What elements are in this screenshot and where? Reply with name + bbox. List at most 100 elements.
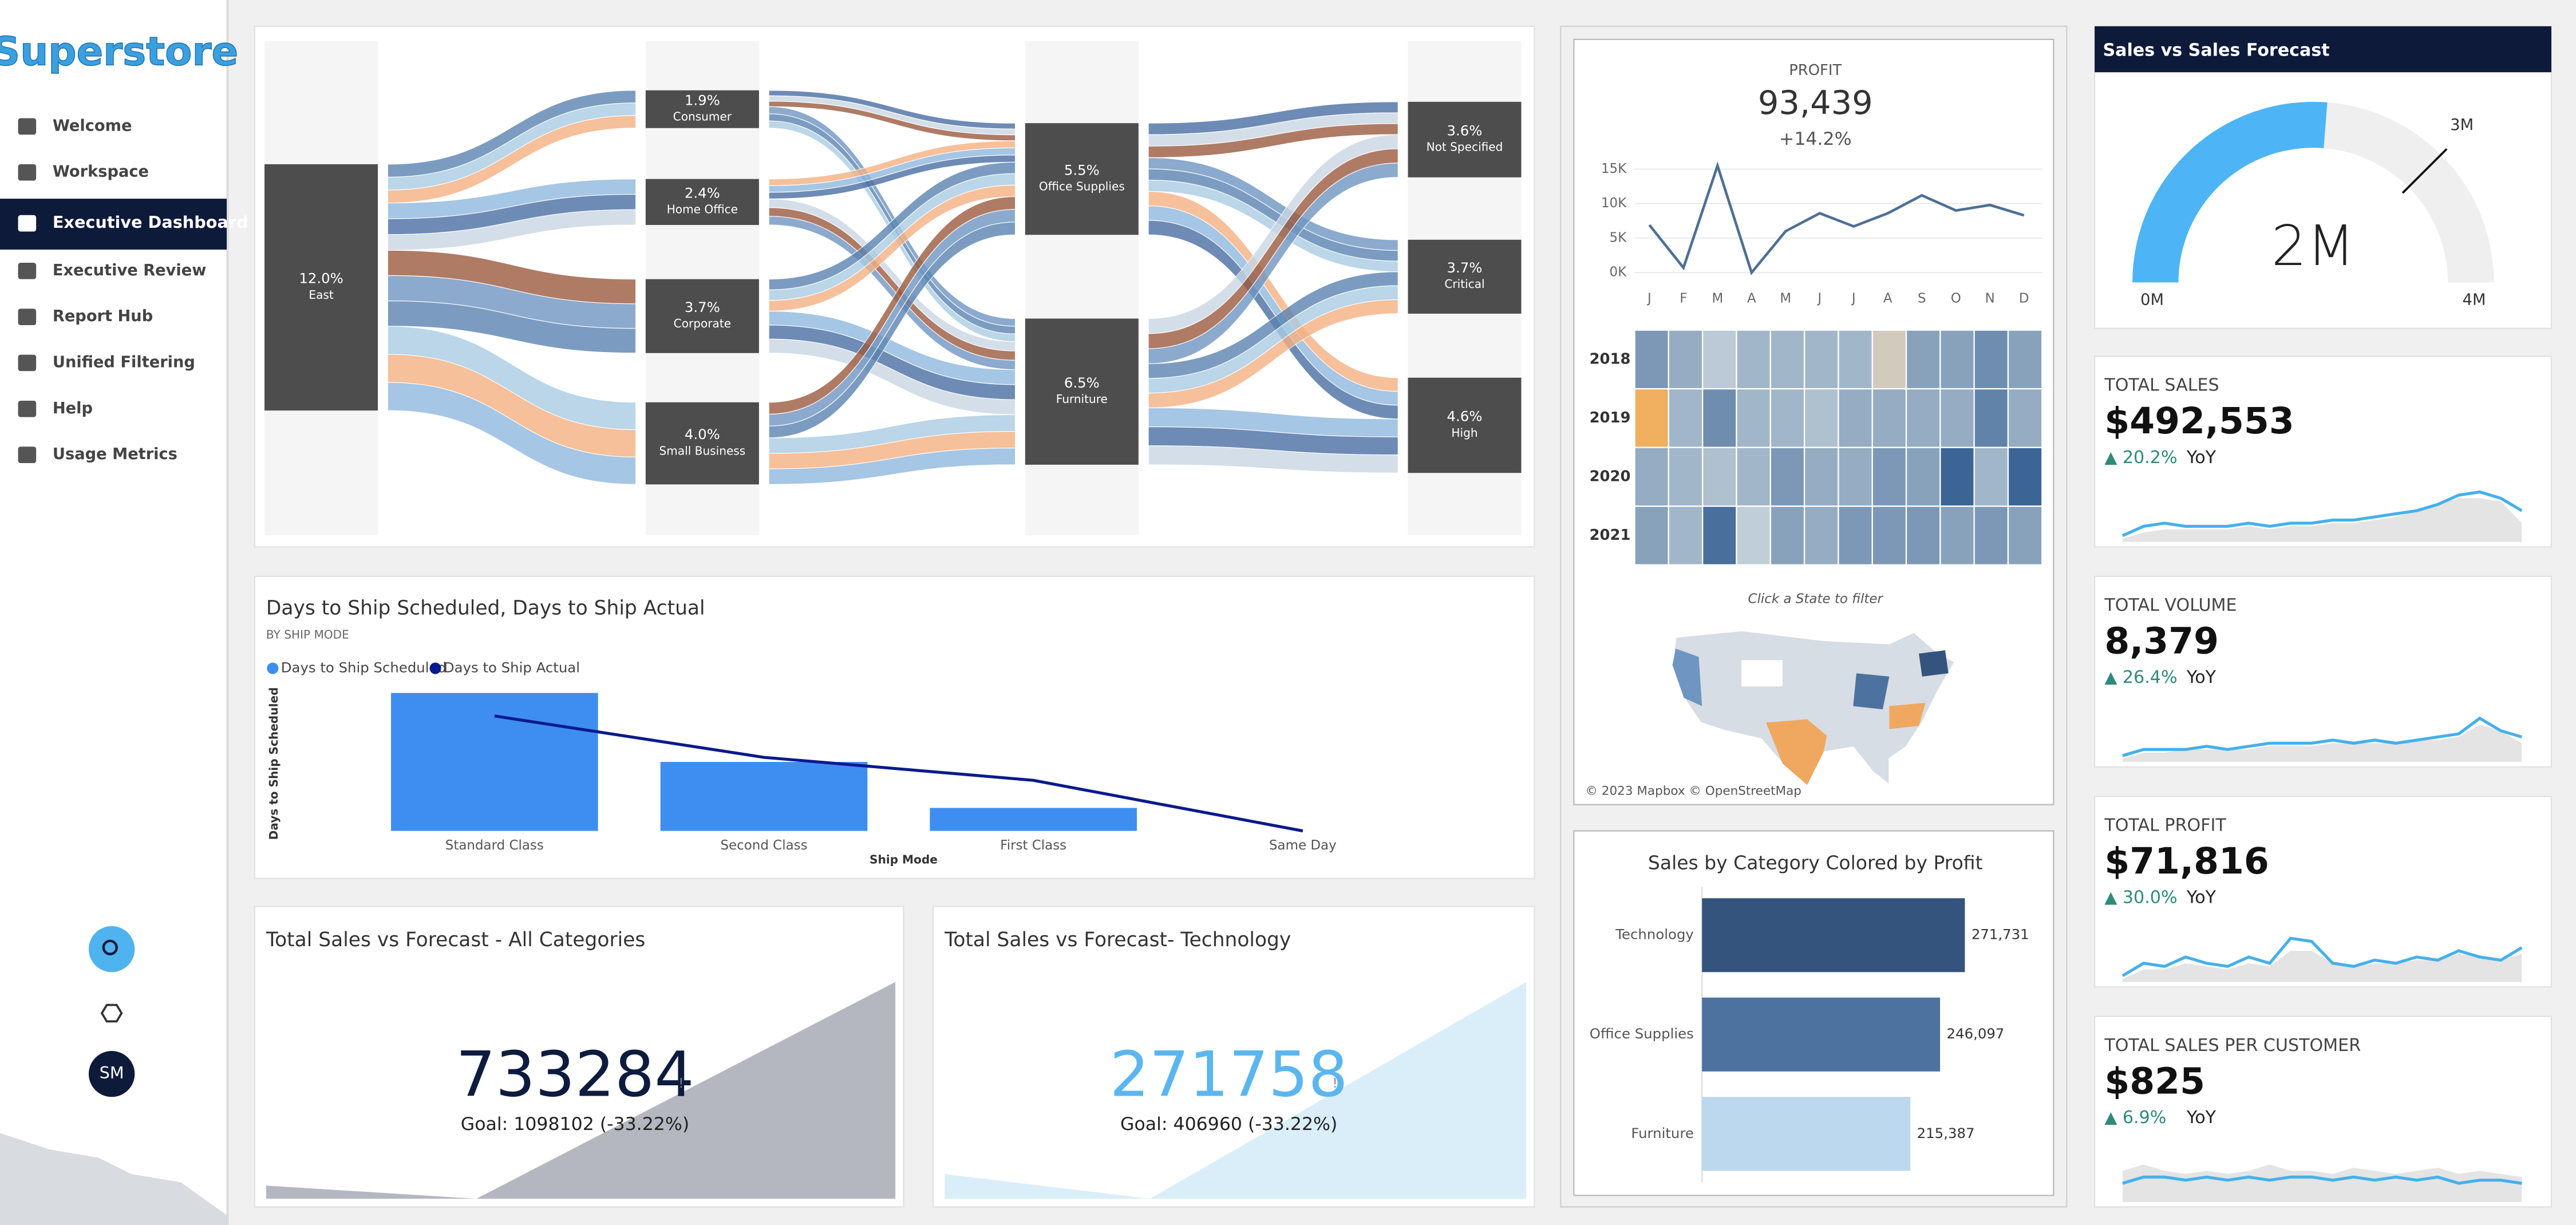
heat-cell[interactable] (1702, 446, 1737, 507)
gauge-tick-label: 4M (2463, 291, 2486, 309)
heat-cell[interactable] (1973, 505, 2009, 566)
sankey-node[interactable] (1025, 123, 1139, 235)
sankey-link (387, 382, 637, 485)
heat-cell[interactable] (1634, 446, 1670, 507)
heat-cell[interactable] (1769, 505, 1805, 566)
node-value: 3.7% (685, 299, 720, 315)
chart-title: Days to Ship Scheduled, Days to Ship Act… (266, 597, 705, 620)
heat-cell[interactable] (1702, 329, 1737, 390)
nav-item: Unified Filtering (53, 353, 195, 371)
heat-cell[interactable] (1803, 329, 1839, 390)
sankey-node[interactable] (645, 179, 759, 226)
x-tick-label: A (1747, 291, 1756, 306)
heat-cell[interactable] (1838, 388, 1873, 448)
x-tick-label: F (1680, 291, 1687, 306)
x-tick-label: D (2019, 291, 2029, 306)
x-tick-label: A (1883, 291, 1893, 306)
map-region[interactable] (1766, 719, 1827, 785)
heat-cell[interactable] (1668, 505, 1704, 566)
y-tick-label: 5K (1610, 230, 1627, 245)
panel-title: Sales vs Sales Forecast (2103, 40, 2329, 60)
sankey-node[interactable] (645, 90, 759, 128)
search-button[interactable] (88, 926, 135, 973)
heat-cell[interactable] (1736, 505, 1771, 566)
heat-cell[interactable] (1838, 505, 1873, 566)
sparkline-area (2122, 724, 2522, 762)
heat-cell[interactable] (1871, 388, 1907, 448)
heat-cell[interactable] (1769, 446, 1805, 507)
heat-cell[interactable] (1905, 329, 1941, 390)
nav-icon (18, 164, 37, 181)
node-value: 3.6% (1447, 122, 1483, 139)
bar (930, 808, 1137, 831)
heat-cell[interactable] (1939, 329, 1975, 390)
sankey-node[interactable] (1408, 377, 1522, 473)
kpi-period: YoY (2186, 667, 2217, 687)
map-region[interactable] (1889, 702, 1926, 729)
sankey-node[interactable] (264, 164, 378, 411)
hex-icon[interactable] (100, 1003, 123, 1023)
heat-cell[interactable] (1769, 388, 1805, 448)
kpi-period: YoY (2186, 888, 2217, 908)
sidebar (0, 0, 227, 1225)
kpi-change: +14.2% (1779, 129, 1852, 149)
heat-cell[interactable] (1973, 388, 2009, 448)
heat-cell[interactable] (1973, 446, 2009, 507)
heat-cell[interactable] (2007, 329, 2043, 390)
heat-cell[interactable] (1871, 329, 1907, 390)
heat-cell[interactable] (1803, 505, 1839, 566)
heat-cell[interactable] (1634, 329, 1670, 390)
map-region[interactable] (1741, 660, 1783, 687)
heat-cell[interactable] (1973, 329, 2009, 390)
heat-cell[interactable] (1905, 446, 1941, 507)
heat-cell[interactable] (1871, 446, 1907, 507)
forecast-goal: Goal: 406960 (-33.22%) (1120, 1114, 1337, 1135)
heat-cell[interactable] (1668, 329, 1704, 390)
value-label: 215,387 (1917, 1125, 1975, 1141)
heat-cell[interactable] (1905, 388, 1941, 448)
avatar[interactable] (88, 1050, 135, 1097)
heat-cell[interactable] (2007, 446, 2043, 507)
heat-cell[interactable] (1838, 446, 1873, 507)
heat-cell[interactable] (2007, 505, 2043, 566)
sankey-link (768, 222, 1016, 438)
nav-icon (18, 446, 37, 463)
heat-cell[interactable] (1803, 388, 1839, 448)
map-region[interactable] (1919, 650, 1949, 677)
forecast-area (476, 982, 896, 1199)
heat-cell[interactable] (1905, 505, 1941, 566)
heat-cell[interactable] (1769, 329, 1805, 390)
heat-cell[interactable] (2007, 388, 2043, 448)
heat-cell[interactable] (1871, 505, 1907, 566)
sankey-node[interactable] (645, 279, 759, 353)
map-region[interactable] (1672, 649, 1702, 706)
category-label: Technology (1615, 926, 1694, 943)
heat-cell[interactable] (1668, 446, 1704, 507)
bar[interactable] (1702, 898, 1965, 973)
heat-cell[interactable] (1668, 388, 1704, 448)
map-region[interactable] (1853, 673, 1890, 710)
heat-cell[interactable] (1838, 329, 1873, 390)
heat-cell[interactable] (1736, 329, 1771, 390)
sankey-node[interactable] (1408, 239, 1522, 314)
kpi-period: YoY (2186, 448, 2217, 468)
heat-cell[interactable] (1634, 505, 1670, 566)
heat-cell[interactable] (1939, 446, 1975, 507)
sankey-node[interactable] (645, 402, 759, 485)
sankey-node[interactable] (1025, 318, 1139, 465)
heat-cell[interactable] (1803, 446, 1839, 507)
heat-cell[interactable] (1736, 388, 1771, 448)
node-label: Critical (1444, 277, 1484, 291)
bar[interactable] (1702, 997, 1941, 1072)
heat-cell[interactable] (1702, 388, 1737, 448)
heat-cell[interactable] (1939, 388, 1975, 448)
sankey-node[interactable] (1408, 101, 1522, 177)
decoration (0, 1133, 227, 1225)
heat-cell[interactable] (1634, 388, 1670, 448)
bar[interactable] (1702, 1097, 1911, 1171)
heat-cell[interactable] (1939, 505, 1975, 566)
heat-cell[interactable] (1736, 446, 1771, 507)
x-tick-label: N (1985, 291, 1995, 306)
heat-cell[interactable] (1702, 505, 1737, 566)
